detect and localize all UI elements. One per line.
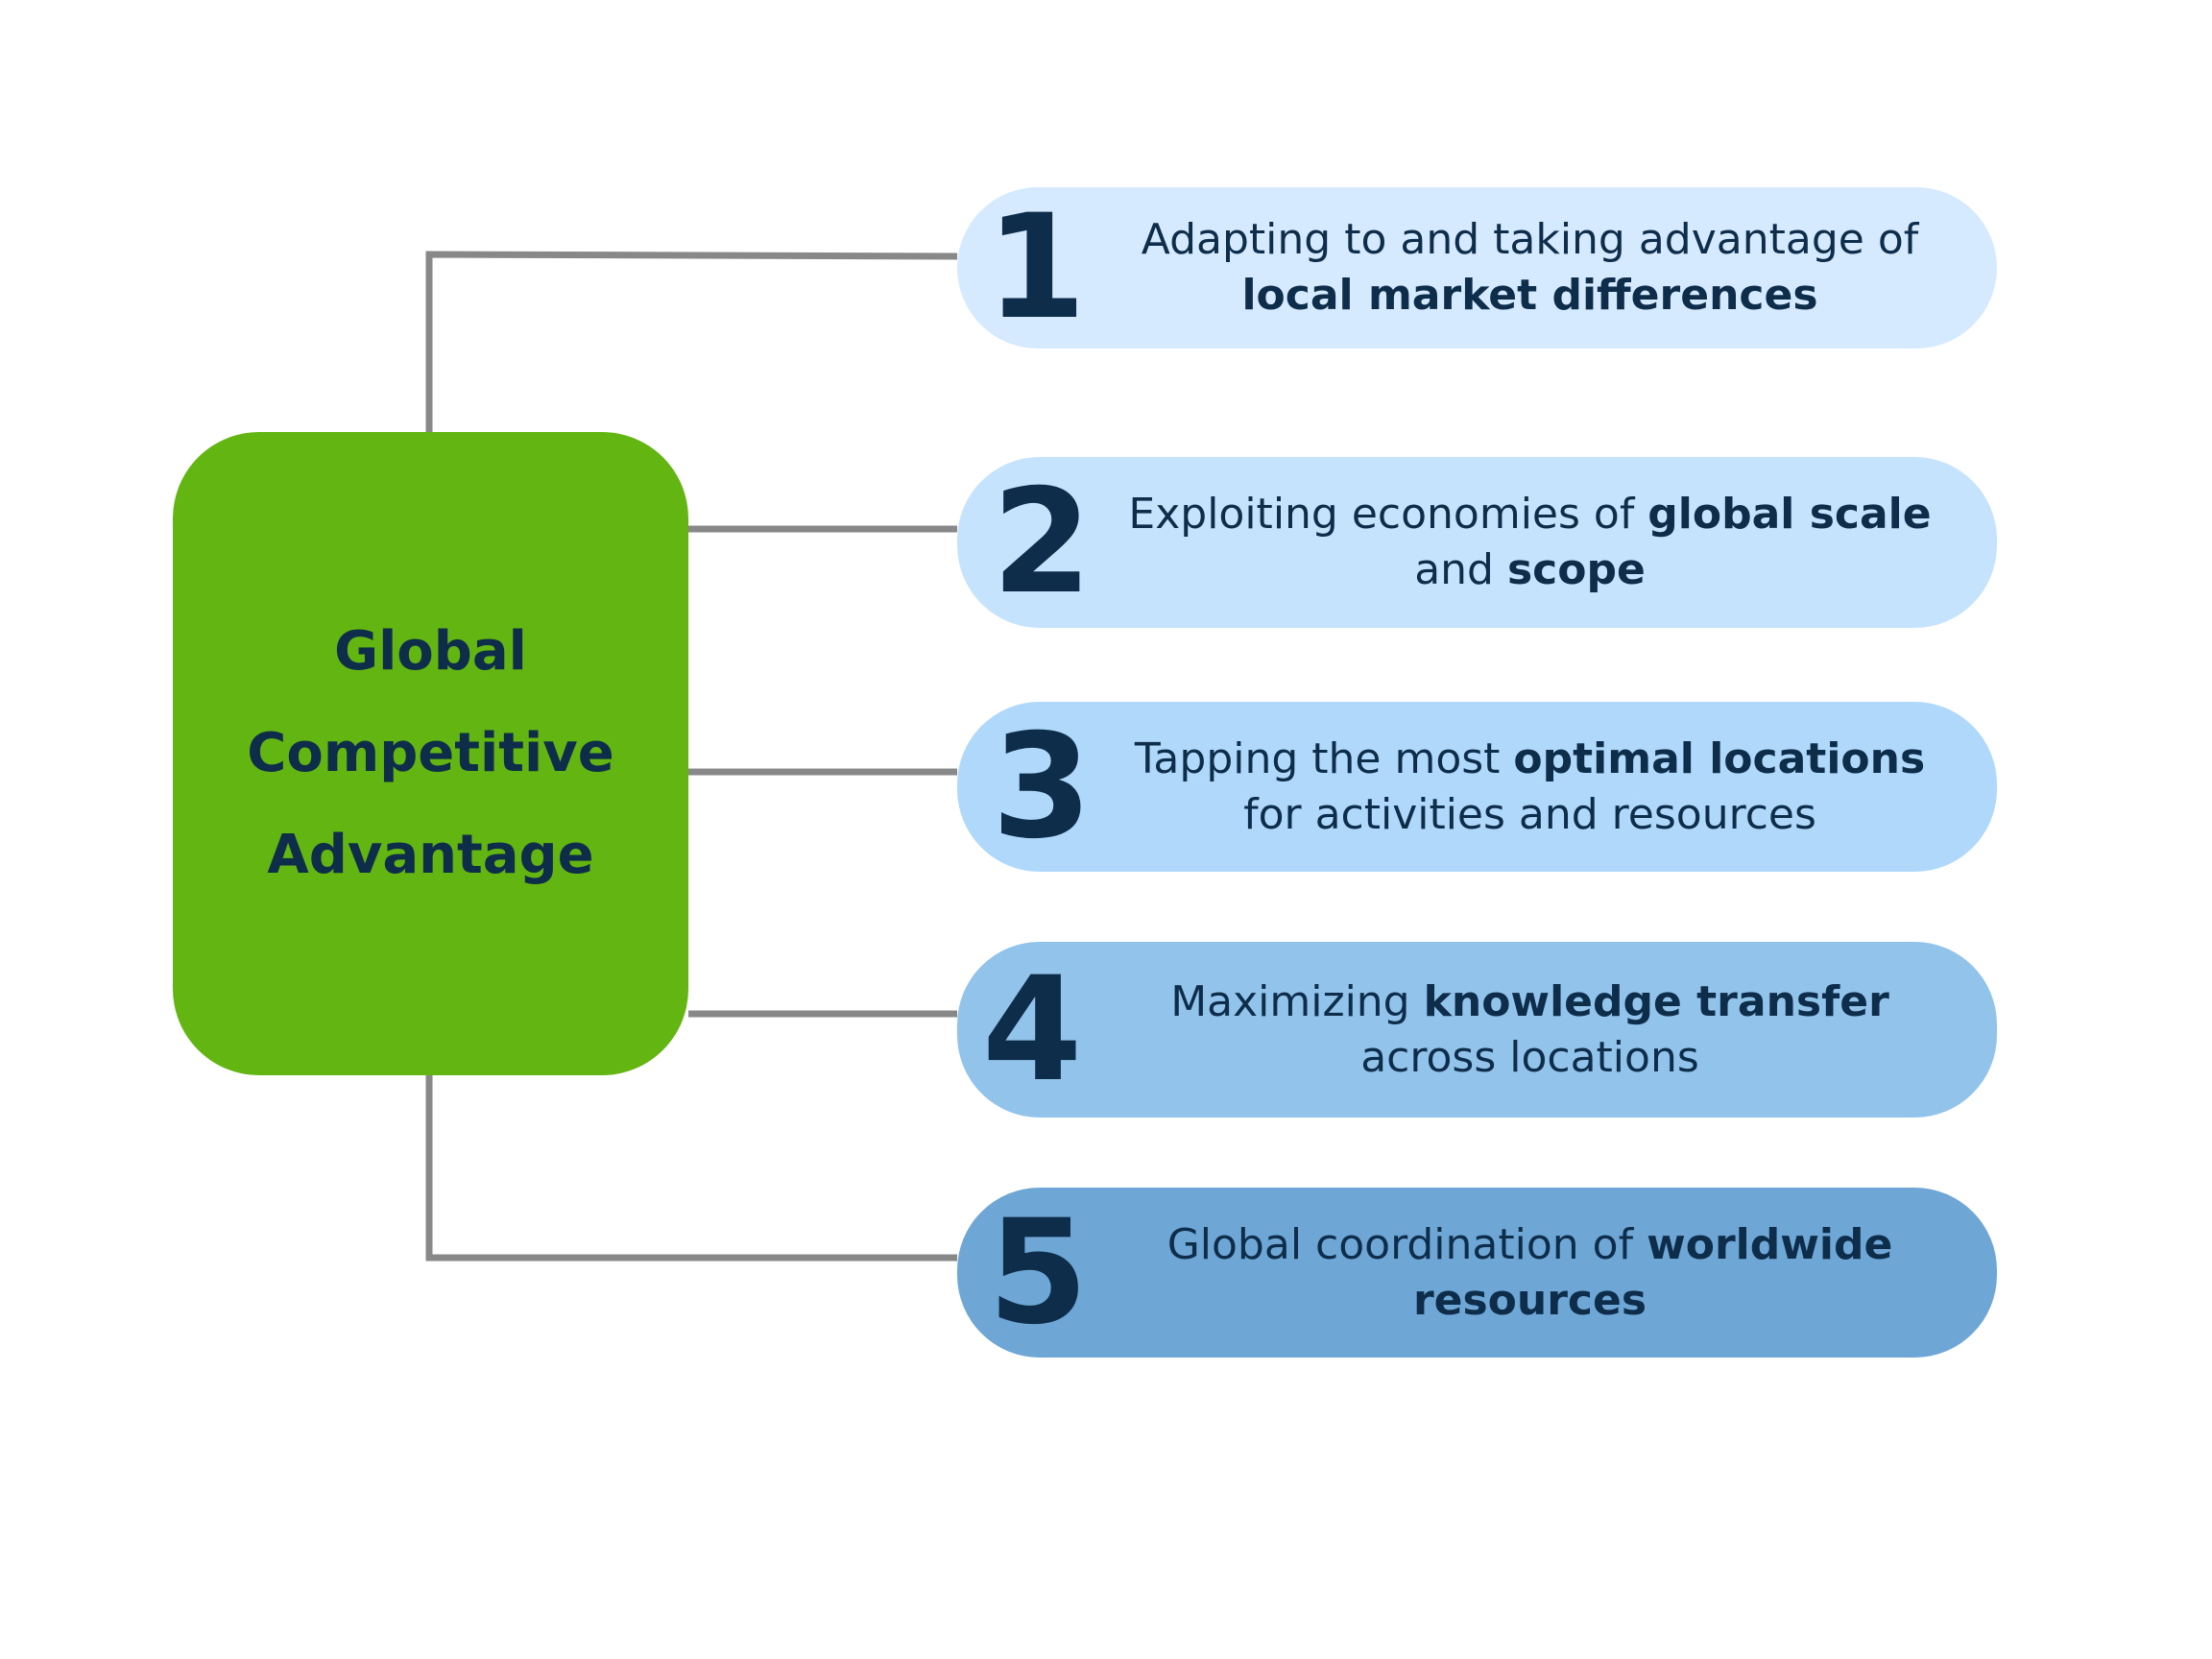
item-text-5-bold-a: worldwide resources <box>1412 1219 1893 1325</box>
item-text-5: Global coordination of worldwide resourc… <box>1101 1217 1959 1329</box>
item-pill-2: 2 Exploiting economies of global scale a… <box>957 457 1997 628</box>
item-text-2-plain-a: Exploiting economies of <box>1128 490 1648 539</box>
connector-line-1 <box>425 251 958 432</box>
item-text-3-plain-b: for activities and resources <box>1243 789 1816 839</box>
central-title-line-1: Global <box>334 620 527 683</box>
item-text-2-plain-b: and <box>1414 545 1507 594</box>
item-text-2-bold-b: scope <box>1506 545 1646 594</box>
item-text-4-plain-b: across locations <box>1360 1032 1699 1082</box>
item-number-3: 3 <box>992 703 1093 871</box>
item-text-3-plain-a: Tapping the most <box>1134 733 1514 783</box>
central-title-line-3: Advantage <box>267 824 594 886</box>
item-text-1: Adapting to and taking advantage of loca… <box>1101 212 1959 324</box>
central-node: Global Competitive Advantage <box>173 432 688 1075</box>
item-text-3: Tapping the most optimal locations for a… <box>1101 732 1959 843</box>
item-text-2-bold-a: global scale <box>1647 490 1932 539</box>
item-text-5-plain-a: Global coordination of <box>1166 1219 1647 1269</box>
central-title: Global Competitive Advantage <box>210 601 652 906</box>
item-pill-5: 5 Global coordination of worldwide resou… <box>957 1188 1997 1358</box>
item-text-2: Exploiting economies of global scale and… <box>1101 487 1959 598</box>
item-number-1: 1 <box>986 184 1087 351</box>
item-pill-4: 4 Maximizing knowledge transfer across l… <box>957 942 1997 1118</box>
item-number-5: 5 <box>988 1189 1089 1357</box>
item-text-4-bold-a: knowledge transfer <box>1423 976 1889 1026</box>
connector-line-5 <box>425 1075 957 1262</box>
item-pill-1: 1 Adapting to and taking advantage of lo… <box>957 187 1997 349</box>
central-title-line-2: Competitive <box>247 722 614 784</box>
item-number-4: 4 <box>982 946 1083 1114</box>
item-text-4: Maximizing knowledge transfer across loc… <box>1101 974 1959 1086</box>
item-text-3-bold-a: optimal locations <box>1513 733 1926 783</box>
item-number-2: 2 <box>992 459 1093 626</box>
item-pill-3: 3 Tapping the most optimal locations for… <box>957 702 1997 872</box>
item-text-1-plain-a: Adapting to and taking advantage of <box>1141 215 1919 264</box>
item-text-4-plain-a: Maximizing <box>1170 976 1424 1026</box>
item-text-1-bold-a: local market differences <box>1241 271 1818 320</box>
